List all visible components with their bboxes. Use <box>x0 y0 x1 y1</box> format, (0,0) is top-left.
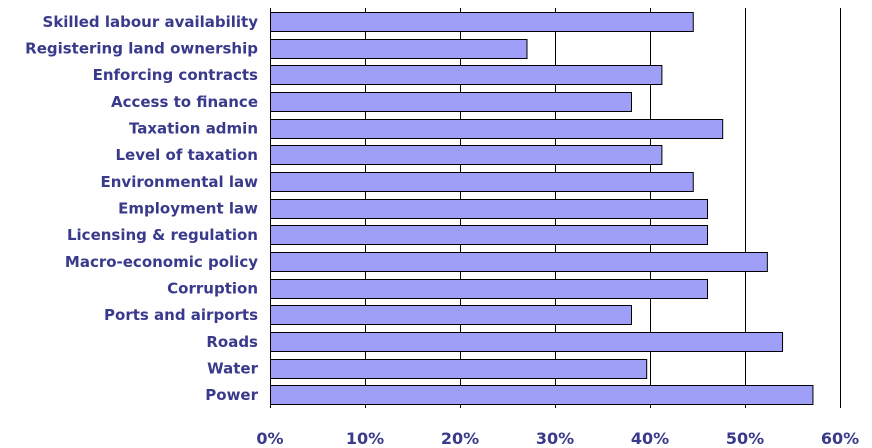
category-label: Power <box>205 386 258 404</box>
bar <box>270 145 663 165</box>
category-label: Taxation admin <box>129 120 258 138</box>
category-label: Ports and airports <box>104 306 258 324</box>
category-label: Access to finance <box>111 93 258 111</box>
category-label: Employment law <box>118 200 258 218</box>
x-tick-label: 40% <box>631 429 669 448</box>
category-label: Registering land ownership <box>25 40 258 58</box>
bar <box>270 119 724 139</box>
category-label: Water <box>207 360 258 378</box>
bar <box>270 332 784 352</box>
category-label: Licensing & regulation <box>67 226 258 244</box>
bar <box>270 305 632 325</box>
bar <box>270 199 708 219</box>
bar <box>270 279 708 299</box>
x-tick-labels: 0% 10% 20% 30% 40% 50% 60% <box>256 429 859 448</box>
x-tick-label: 30% <box>536 429 574 448</box>
bar <box>270 65 663 85</box>
bar <box>270 12 694 32</box>
x-tick-label: 50% <box>726 429 764 448</box>
x-tick-label: 0% <box>256 429 283 448</box>
category-label: Roads <box>206 333 258 351</box>
bar <box>270 92 632 112</box>
x-tick-label: 20% <box>441 429 479 448</box>
bar <box>270 252 768 272</box>
bar <box>270 359 648 379</box>
category-labels: Skilled labour availability Registering l… <box>25 13 258 404</box>
bar <box>270 385 814 405</box>
bar <box>270 172 694 192</box>
x-tick-label: 60% <box>821 429 859 448</box>
bar <box>270 39 528 59</box>
x-tick-label: 10% <box>346 429 384 448</box>
bar <box>270 225 708 245</box>
category-label: Corruption <box>167 280 258 298</box>
category-label: Level of taxation <box>116 146 259 164</box>
category-label: Enforcing contracts <box>93 66 258 84</box>
bars <box>270 12 814 405</box>
category-label: Macro-economic policy <box>65 253 258 271</box>
category-label: Environmental law <box>101 173 259 191</box>
category-label: Skilled labour availability <box>43 13 259 31</box>
